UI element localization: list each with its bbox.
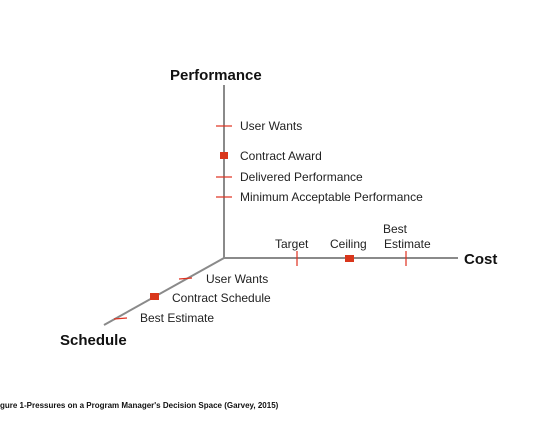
schedule-axis <box>103 257 225 326</box>
schedule-label-contract-schedule: Contract Schedule <box>172 291 271 305</box>
schedule-label-user-wants: User Wants <box>206 272 268 286</box>
performance-marker-contract-award <box>220 152 228 159</box>
cost-label-target: Target <box>275 237 309 251</box>
performance-label-user-wants: User Wants <box>240 119 302 133</box>
performance-label-delivered: Delivered Performance <box>240 170 363 184</box>
schedule-axis-title: Schedule <box>60 332 127 349</box>
schedule-tick-best-estimate <box>113 317 128 320</box>
cost-label-best-line1: Best <box>383 222 408 236</box>
cost-label-ceiling: Ceiling <box>330 237 367 251</box>
cost-marker-ceiling <box>345 255 354 262</box>
schedule-tick-user-wants <box>178 277 193 280</box>
figure-caption: gure 1-Pressures on a Program Manager's … <box>0 401 279 410</box>
performance-axis-title: Performance <box>170 67 262 84</box>
cost-label-best-line2: Estimate <box>384 237 431 251</box>
cost-axis-title: Cost <box>464 251 497 268</box>
performance-label-minimum: Minimum Acceptable Performance <box>240 190 423 204</box>
schedule-marker-contract-schedule <box>150 293 159 300</box>
performance-label-contract-award: Contract Award <box>240 149 322 163</box>
schedule-label-best-estimate: Best Estimate <box>140 311 214 325</box>
